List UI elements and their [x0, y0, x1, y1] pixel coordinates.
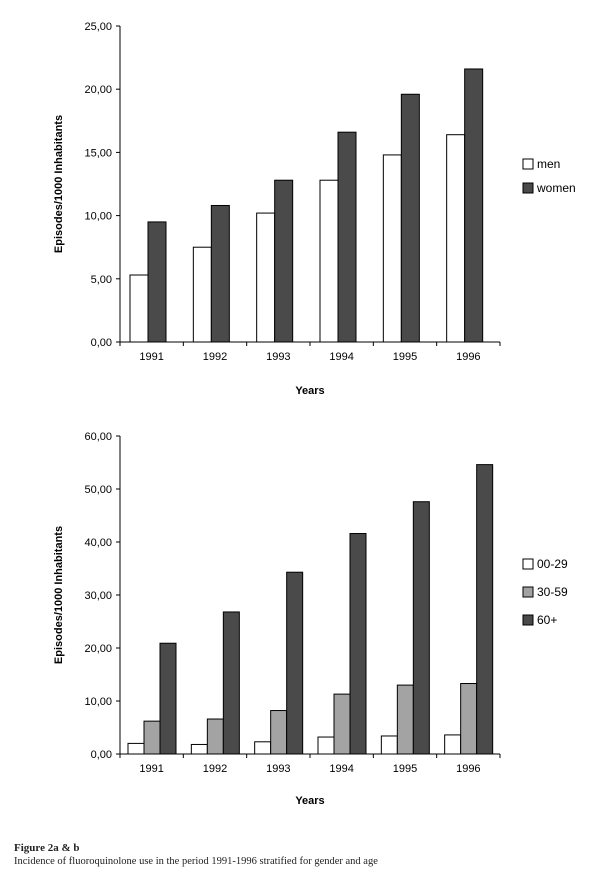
- x-axis-title: Years: [295, 795, 324, 807]
- x-tick-label: 1996: [456, 351, 480, 363]
- y-axis-title: Episodes/1000 Inhabitants: [53, 526, 65, 664]
- bar: [382, 154, 402, 343]
- bar: [190, 743, 208, 755]
- bar: [159, 642, 177, 755]
- y-axis-title: Episodes/1000 Inhabitants: [53, 115, 65, 253]
- legend-label: 30-59: [537, 585, 568, 599]
- bar: [400, 93, 420, 343]
- bar: [444, 734, 462, 755]
- chart-a: 0,00 5,00 10,00 15,00 20,00 25,00 1991 1992 1993…: [53, 21, 576, 397]
- caption-text: Incidence of fluoroquinolone use in the …: [14, 856, 378, 867]
- x-tick-label: 1995: [393, 351, 417, 363]
- chart-b: 0,00 10,00 20,00 30,00 40,00 50,00 60,00 1991 19…: [53, 431, 568, 807]
- bar: [333, 693, 351, 755]
- legend-label: men: [537, 157, 560, 171]
- bar: [319, 179, 339, 343]
- y-tick-label: 30,00: [84, 590, 112, 602]
- bar: [206, 718, 224, 755]
- legend-swatch: [522, 182, 534, 194]
- bar: [286, 571, 304, 755]
- bar: [192, 246, 212, 343]
- x-tick-label: 1994: [329, 351, 353, 363]
- bar: [270, 710, 288, 755]
- bar: [317, 736, 335, 755]
- x-axis-title: Years: [295, 385, 324, 397]
- y-tick-label: 60,00: [84, 431, 112, 443]
- figure-caption: Figure 2a & b Incidence of fluoroquinolo…: [14, 842, 584, 867]
- legend-label: women: [536, 181, 576, 195]
- legend-swatch: [522, 614, 534, 626]
- y-tick-label: 50,00: [84, 484, 112, 496]
- x-tick-label: 1995: [393, 763, 417, 775]
- bar: [476, 464, 494, 755]
- x-tick-label: 1991: [139, 351, 163, 363]
- bar: [446, 134, 466, 343]
- bar: [412, 501, 430, 755]
- legend-label: 00-29: [537, 557, 568, 571]
- bar: [396, 684, 414, 755]
- bar: [129, 274, 149, 343]
- legend-swatch: [522, 158, 534, 170]
- x-tick-label: 1992: [203, 351, 227, 363]
- bar: [460, 683, 478, 755]
- bar: [349, 533, 367, 755]
- y-tick-label: 0,00: [91, 337, 112, 349]
- bar: [380, 735, 398, 755]
- bar: [274, 179, 294, 343]
- bar: [210, 204, 230, 343]
- y-tick-label: 10,00: [84, 696, 112, 708]
- y-tick-label: 20,00: [84, 643, 112, 655]
- y-tick-label: 20,00: [84, 84, 112, 96]
- bar: [254, 741, 272, 755]
- caption-title: Figure 2a & b: [14, 842, 80, 854]
- bar: [256, 212, 276, 343]
- legend-swatch: [522, 558, 534, 570]
- bar: [464, 68, 484, 343]
- bar: [222, 611, 240, 755]
- bar: [147, 221, 167, 343]
- legend-label: 60+: [537, 613, 557, 627]
- y-tick-label: 10,00: [84, 211, 112, 223]
- y-tick-label: 5,00: [91, 274, 112, 286]
- y-tick-label: 40,00: [84, 537, 112, 549]
- bar: [337, 131, 357, 343]
- y-tick-label: 25,00: [84, 21, 112, 33]
- x-tick-label: 1993: [266, 351, 290, 363]
- bar: [143, 720, 161, 755]
- x-tick-label: 1996: [456, 763, 480, 775]
- x-tick-label: 1992: [203, 763, 227, 775]
- y-tick-label: 0,00: [91, 749, 112, 761]
- bar: [127, 742, 145, 755]
- x-tick-label: 1991: [139, 763, 163, 775]
- x-tick-label: 1994: [329, 763, 353, 775]
- x-tick-label: 1993: [266, 763, 290, 775]
- y-tick-label: 15,00: [84, 147, 112, 159]
- legend-swatch: [522, 586, 534, 598]
